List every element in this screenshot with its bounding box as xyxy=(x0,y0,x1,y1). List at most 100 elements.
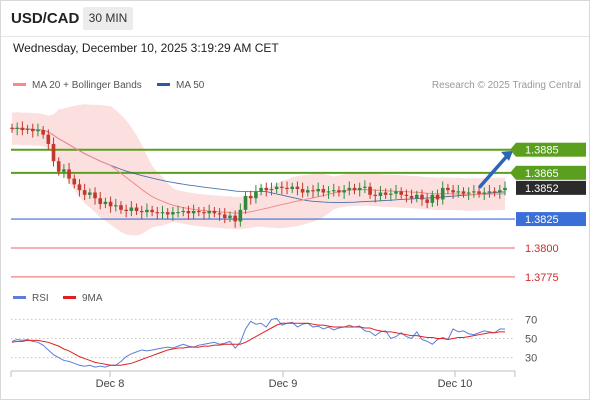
rsi-tick-label: 30 xyxy=(525,353,537,365)
candle-body xyxy=(36,130,40,132)
candle-body xyxy=(56,161,61,172)
candle-body xyxy=(498,190,502,193)
price-label-r1-bg xyxy=(516,165,586,180)
candle-body xyxy=(186,210,191,214)
price-label-s1: 1.3800 xyxy=(525,243,559,255)
price-label-pivot: 1.3825 xyxy=(525,214,559,226)
candle-body xyxy=(487,191,492,193)
rsi-chart: 70 50 30 xyxy=(11,314,537,368)
price-label-pivot-bg xyxy=(516,212,586,227)
candle-body xyxy=(440,187,445,200)
candle-body xyxy=(399,191,404,195)
candle-body xyxy=(150,209,154,213)
candle-body xyxy=(88,192,92,195)
candle-body xyxy=(98,198,103,205)
rsi-ma-label: 9MA xyxy=(82,293,103,304)
candle-body xyxy=(145,209,149,213)
rsi-swatch xyxy=(13,295,26,299)
candle-body xyxy=(414,194,419,199)
candle-body xyxy=(337,190,341,193)
candle-body xyxy=(425,199,429,203)
candle-body xyxy=(160,212,165,214)
candle-body xyxy=(67,169,71,179)
rsi-ma-line xyxy=(11,322,505,366)
candle-body xyxy=(228,215,232,218)
candle-body xyxy=(492,191,497,193)
candle-body xyxy=(243,195,248,210)
price-label-last: 1.3852 xyxy=(525,183,559,195)
x-axis: Dec 8 Dec 9 Dec 10 xyxy=(10,370,516,390)
candle-body xyxy=(295,186,300,190)
candle-body xyxy=(352,187,357,191)
candle-body xyxy=(300,189,305,193)
candle-body xyxy=(10,127,14,129)
candle-body xyxy=(461,191,466,194)
rsi-ma-swatch xyxy=(63,295,76,299)
candle-body xyxy=(357,187,362,191)
candle-body xyxy=(181,210,186,213)
candle-body xyxy=(409,195,414,199)
rsi-tick-label: 50 xyxy=(525,334,537,346)
price-label-last-bg xyxy=(516,180,586,195)
candle-body xyxy=(222,214,227,218)
candle-body xyxy=(285,187,289,190)
price-label-r1-pointer xyxy=(510,165,516,180)
ma20-line xyxy=(11,127,506,214)
price-label-r1: 1.3865 xyxy=(525,168,559,180)
candle-body xyxy=(217,213,222,215)
candle-body xyxy=(233,215,237,222)
candle-body xyxy=(389,193,393,195)
candle-body xyxy=(238,209,243,222)
price-label-r2: 1.3885 xyxy=(525,145,559,157)
candle-body xyxy=(477,191,481,194)
candle-body xyxy=(378,192,383,196)
candle-body xyxy=(373,194,378,196)
candle-body xyxy=(259,187,263,192)
candle-body xyxy=(274,186,279,190)
rsi-label: RSI xyxy=(32,293,49,304)
candle-body xyxy=(212,210,217,214)
candle-body xyxy=(82,190,87,195)
candle-body xyxy=(202,212,206,214)
candle-body xyxy=(326,191,331,193)
candle-body xyxy=(290,186,295,190)
candle-body xyxy=(456,191,461,193)
candle-body xyxy=(435,194,440,200)
candle-body xyxy=(207,210,211,214)
rsi-line xyxy=(11,317,505,368)
candle-body xyxy=(51,143,56,162)
candle-body xyxy=(316,189,320,192)
candle-body xyxy=(321,189,326,193)
candle-body xyxy=(124,209,128,211)
price-label-r2-pointer xyxy=(510,142,516,157)
candle-body xyxy=(108,201,113,207)
timeframe-badge[interactable]: 30 MIN xyxy=(83,7,133,30)
candle-body xyxy=(165,212,170,215)
price-chart: 1.3885 1.3865 1.3852 1.3825 1.3800 1.3775 xyxy=(10,104,586,284)
candle-body xyxy=(280,186,284,188)
header-bar: USD/CAD 30 MIN xyxy=(0,0,590,37)
bollinger-bands xyxy=(12,104,505,236)
candle-body xyxy=(30,128,35,132)
candle-body xyxy=(254,191,258,199)
candle-body xyxy=(77,184,82,191)
candle-body xyxy=(466,192,471,194)
candle-body xyxy=(72,178,77,185)
candle-body xyxy=(119,205,123,210)
candle-body xyxy=(197,210,201,213)
candle-body xyxy=(472,191,476,193)
ma20-swatch xyxy=(13,82,26,86)
candle-body xyxy=(134,207,139,211)
candle-body xyxy=(503,187,507,191)
candle-body xyxy=(41,130,45,135)
candle-body xyxy=(176,212,180,214)
candle-body xyxy=(347,187,352,191)
candle-body xyxy=(191,210,196,214)
candle-body xyxy=(446,187,450,191)
legend-rsi-ma: 9MA xyxy=(63,293,103,304)
legend-ma50: MA 50 xyxy=(157,80,204,91)
ma20-label: MA 20 + Bollinger Bands xyxy=(32,80,142,91)
x-tick-label: Dec 10 xyxy=(438,378,473,390)
candle-body xyxy=(404,194,409,196)
candle-body xyxy=(368,186,372,195)
